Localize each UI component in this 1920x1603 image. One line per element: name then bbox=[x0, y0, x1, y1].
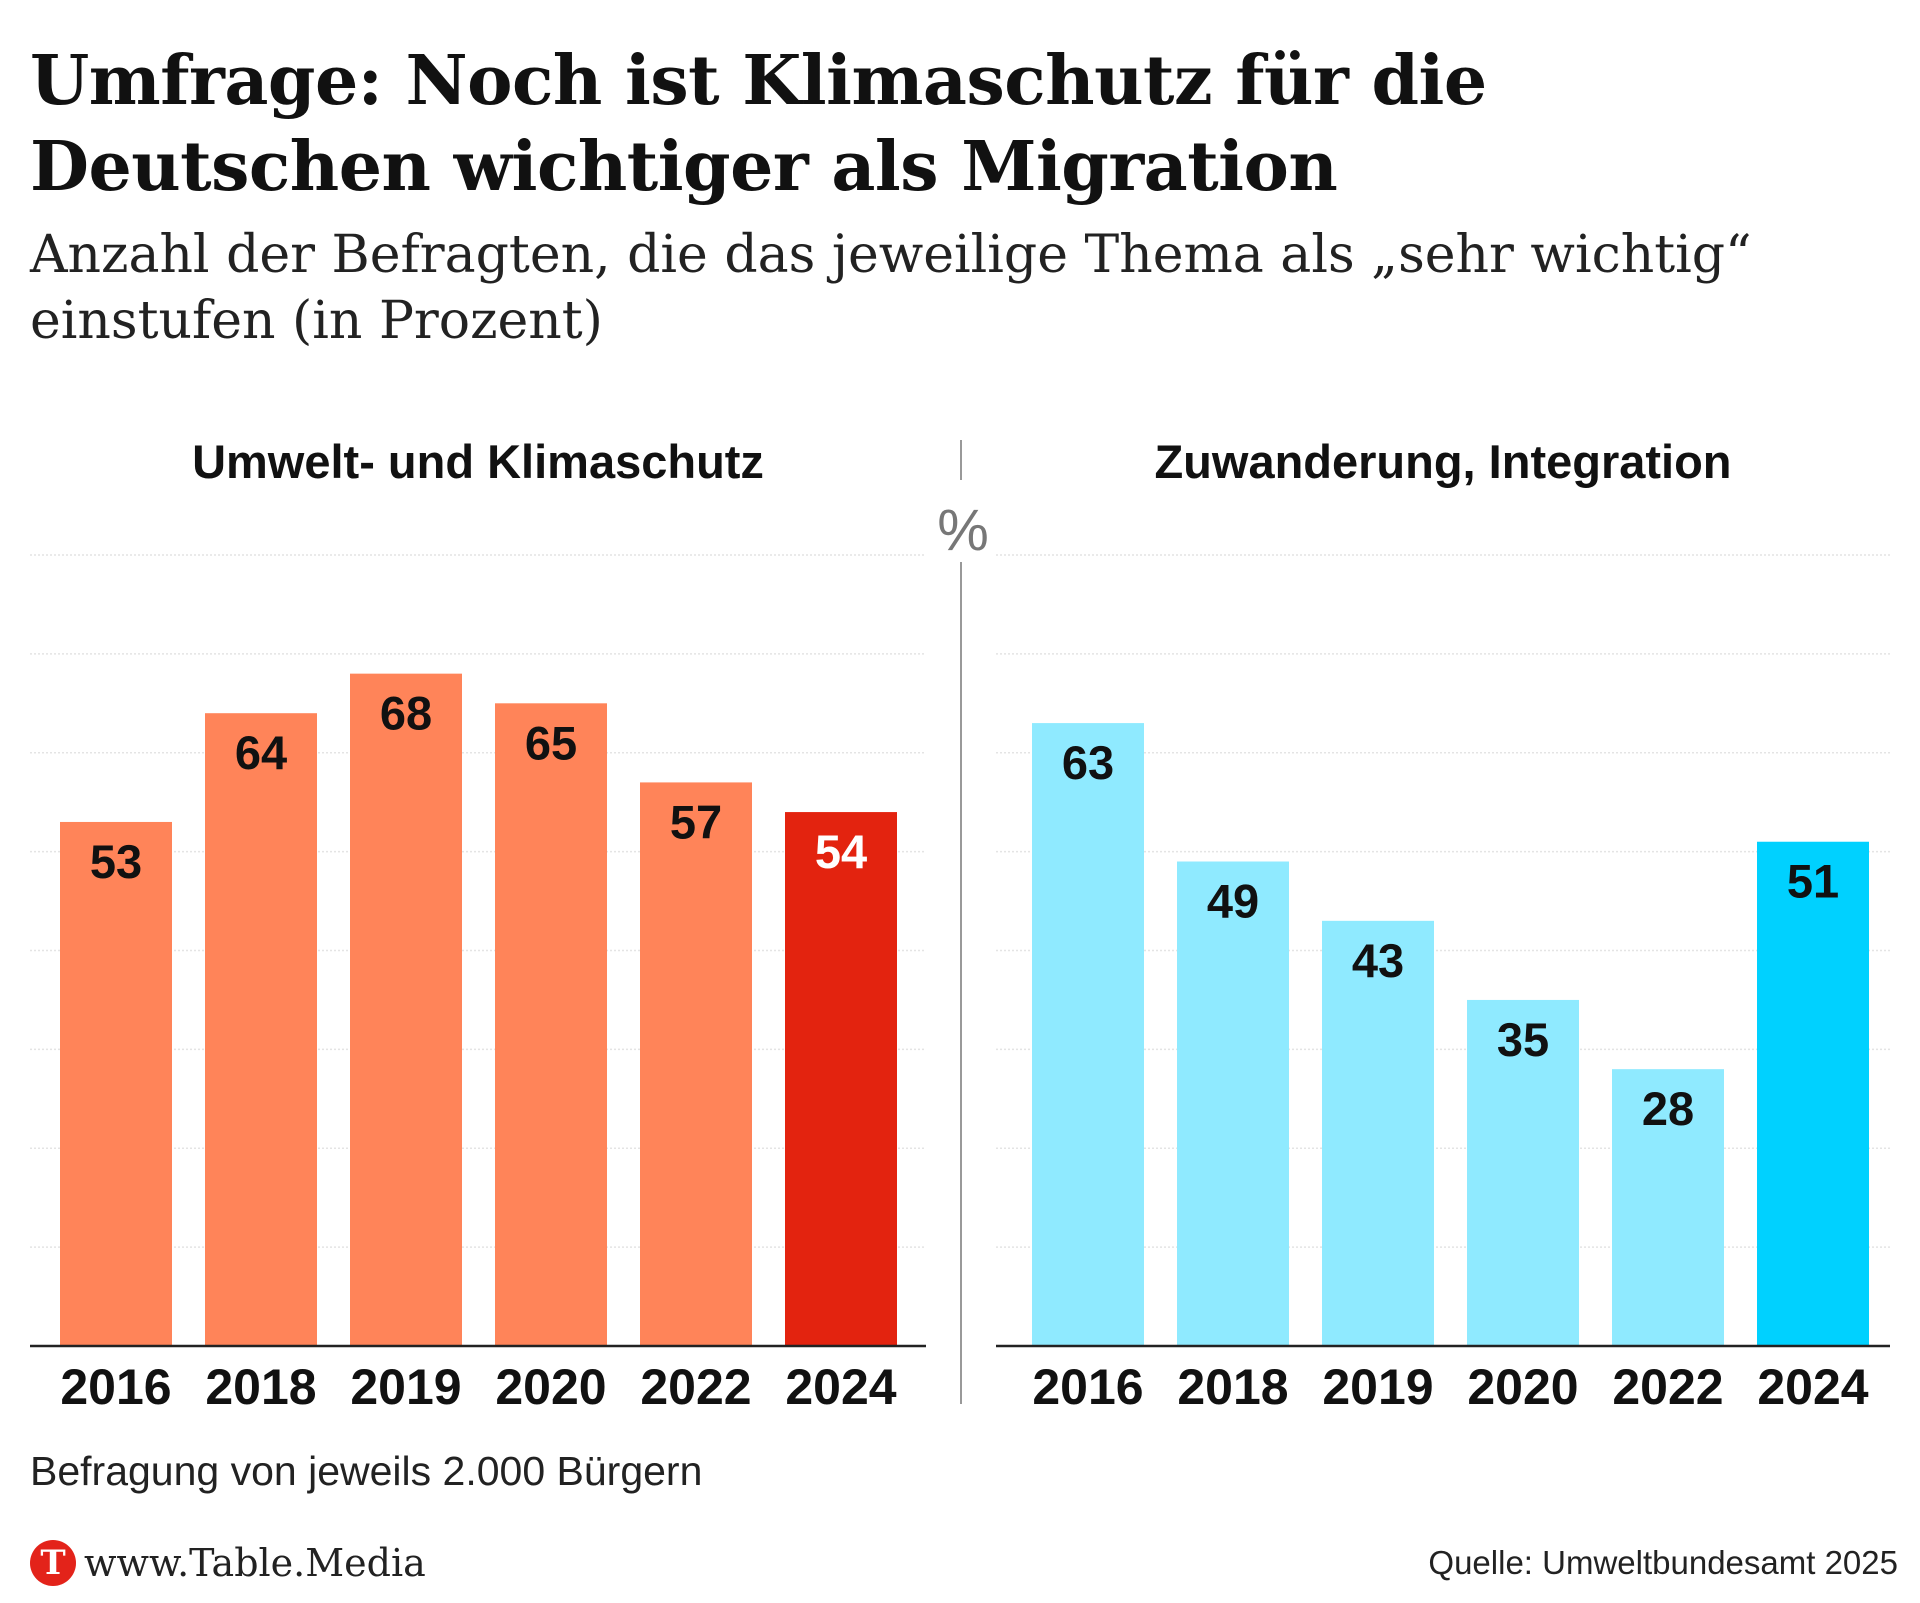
x-tick-label: 2020 bbox=[495, 1359, 606, 1415]
x-tick-label: 2016 bbox=[60, 1359, 171, 1415]
bar-value-label: 63 bbox=[1062, 736, 1114, 789]
bar-value-label: 43 bbox=[1352, 934, 1404, 987]
table-media-logo[interactable]: T www.Table.Media bbox=[30, 1540, 426, 1586]
bar-value-label: 53 bbox=[90, 835, 142, 888]
bar bbox=[1032, 723, 1144, 1346]
bar-value-label: 65 bbox=[525, 716, 577, 769]
chart-title: Umfrage: Noch ist Klimaschutz für die De… bbox=[30, 41, 1487, 207]
logo-text: www.Table.Media bbox=[84, 1541, 426, 1585]
bar bbox=[205, 713, 317, 1346]
bar bbox=[1612, 1069, 1724, 1346]
panel-title: Zuwanderung, Integration bbox=[1154, 435, 1731, 488]
bar bbox=[495, 703, 607, 1346]
x-tick-label: 2022 bbox=[640, 1359, 751, 1415]
survey-note: Befragung von jeweils 2.000 Bürgern bbox=[30, 1448, 703, 1494]
bar bbox=[1177, 861, 1289, 1346]
bar-value-label: 64 bbox=[235, 726, 287, 779]
bar bbox=[640, 782, 752, 1346]
bar-value-label: 28 bbox=[1642, 1082, 1694, 1135]
panel-title: Umwelt- und Klimaschutz bbox=[192, 435, 764, 488]
x-tick-label: 2024 bbox=[785, 1359, 896, 1415]
bar-value-label: 49 bbox=[1207, 875, 1259, 928]
bar-value-label: 57 bbox=[670, 795, 722, 848]
source-note: Quelle: Umweltbundesamt 2025 bbox=[1428, 1544, 1898, 1581]
table-logo-icon: T bbox=[30, 1540, 76, 1586]
chart-subtitle: Anzahl der Befragten, die das jeweilige … bbox=[30, 225, 1752, 351]
x-tick-label: 2019 bbox=[350, 1359, 461, 1415]
x-tick-label: 2024 bbox=[1757, 1359, 1868, 1415]
bar bbox=[60, 821, 172, 1346]
x-tick-label: 2018 bbox=[205, 1359, 316, 1415]
x-tick-label: 2016 bbox=[1032, 1359, 1143, 1415]
bar-value-label: 51 bbox=[1787, 855, 1839, 908]
x-tick-label: 2020 bbox=[1467, 1359, 1578, 1415]
x-tick-label: 2019 bbox=[1322, 1359, 1433, 1415]
bar-value-label: 68 bbox=[380, 687, 432, 740]
x-tick-label: 2022 bbox=[1612, 1359, 1723, 1415]
bar bbox=[1757, 841, 1869, 1346]
bar bbox=[1467, 999, 1579, 1346]
bar-value-label: 35 bbox=[1497, 1013, 1549, 1066]
bar-charts: Umwelt- und Klimaschutz 53 2016 64 2018 68 201… bbox=[30, 435, 1890, 1415]
bar bbox=[350, 673, 462, 1346]
unit-label: % bbox=[937, 498, 989, 563]
bar bbox=[1322, 920, 1434, 1346]
x-tick-label: 2018 bbox=[1177, 1359, 1288, 1415]
bar-value-label: 54 bbox=[815, 825, 867, 878]
bar bbox=[785, 812, 897, 1346]
